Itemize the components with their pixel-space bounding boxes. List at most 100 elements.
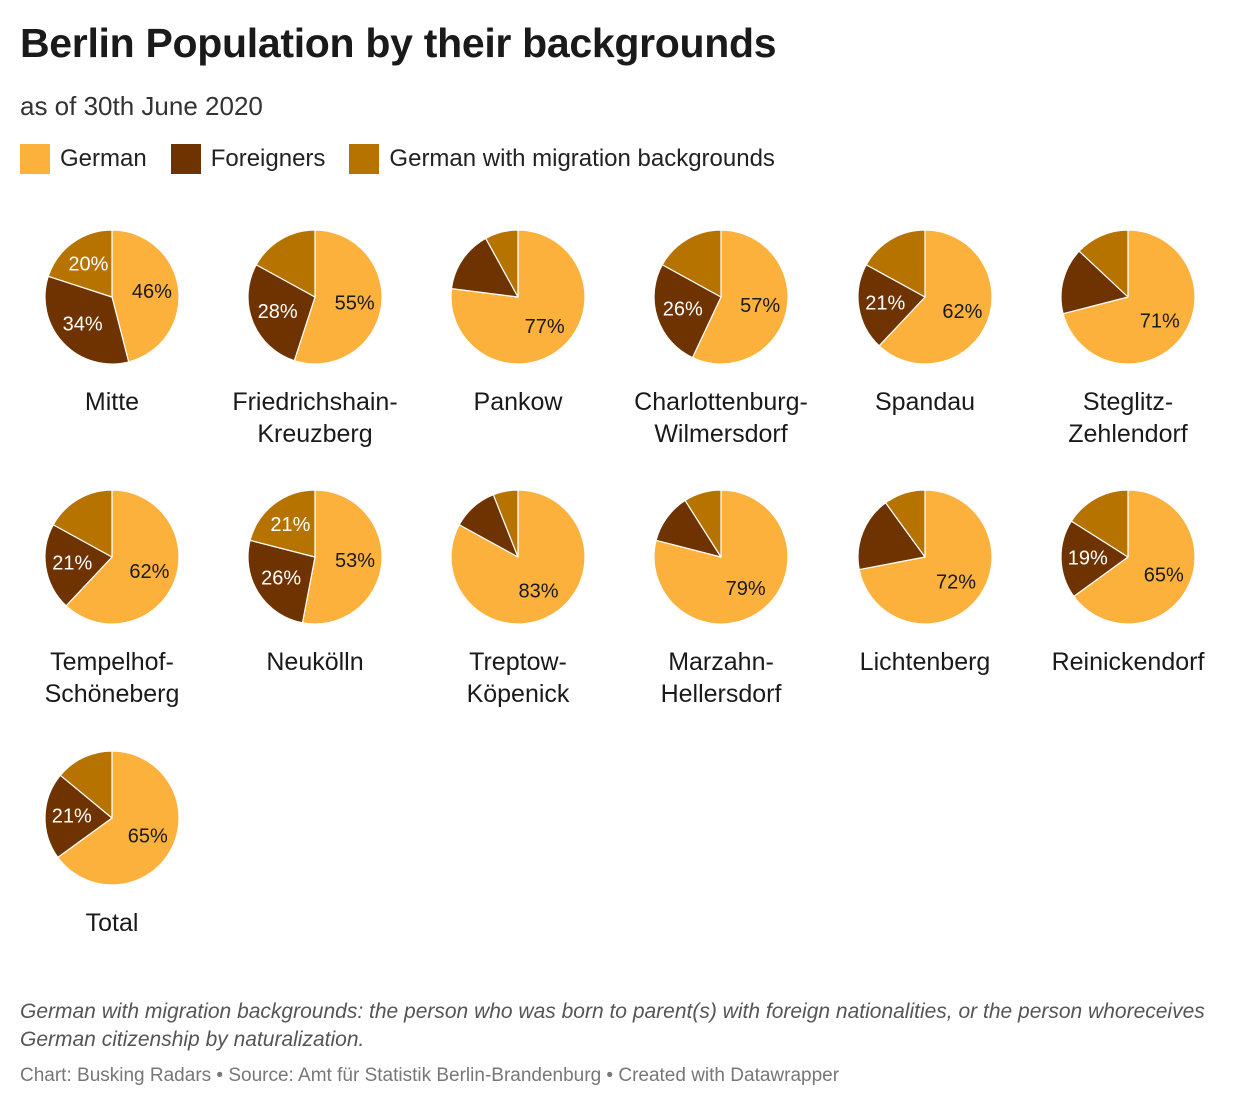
pie-label-mitte-german: 46% [132,281,172,303]
pie-lichtenberg: 72% Lichtenberg [857,489,993,676]
pie-slice-lichtenberg-foreigners [857,502,926,571]
pie-slice-spandau-german [878,229,993,365]
pie-slice-friedrichshain-kreuzberg-german [293,229,383,365]
pie-slice-mitte-foreigners [44,275,130,365]
pie-name-mitte: Mitte [85,388,139,416]
pie-neukolln: 53% 26% 21% Neukölln [247,489,383,676]
pie-slice-friedrichshain-kreuzberg-german-with-migration-backgrounds [255,229,316,298]
pie-name-treptow-kopenick-line-2: Köpenick [467,680,570,708]
pie-slice-tempelhof-schoneberg-foreigners [44,524,113,607]
pie-slice-steglitz-zehlendorf-german [1062,229,1196,365]
pie-slice-pankow-german-with-migration-backgrounds [485,229,519,298]
legend-item-foreigners: Foreigners [170,144,326,174]
pie-name-friedrichshain-kreuzberg-line-2: Kreuzberg [257,420,372,448]
legend-label-foreigners: Foreigners [210,145,326,172]
pie-label-pankow-german: 77% [525,316,565,338]
pie-name-total: Total [86,909,139,937]
pie-steglitz-zehlendorf: 71% Steglitz- Zehlendorf [1060,229,1196,448]
chart-title: Berlin Population by their backgrounds [20,20,777,66]
pie-label-friedrichshain-kreuzberg-german: 55% [335,292,375,314]
legend-swatch-foreigners [170,144,201,174]
pie-slice-neukolln-foreigners [247,539,316,624]
pie-label-total-german: 65% [128,825,168,847]
pie-name-steglitz-zehlendorf-line-1: Steglitz- [1083,388,1173,416]
pie-slice-mitte-german-with-migration-backgrounds [47,229,113,298]
pie-name-pankow: Pankow [474,388,564,416]
pie-slice-reinickendorf-german-with-migration-backgrounds [1070,489,1129,558]
pie-spandau: 62% 21% Spandau [857,229,993,416]
pie-label-treptow-kopenick-german: 83% [518,581,558,603]
pie-slice-tempelhof-schoneberg-german [65,489,180,625]
pie-slice-steglitz-zehlendorf-german-with-migration-backgrounds [1078,229,1129,298]
pie-marzahn-hellersdorf: 79% Marzahn- Hellersdorf [653,489,789,708]
pie-slice-pankow-german [450,229,586,365]
pie-label-friedrichshain-kreuzberg-foreigners: 28% [258,301,298,323]
pie-slice-friedrichshain-kreuzberg-foreigners [247,264,316,362]
pie-slice-spandau-foreigners [857,264,926,347]
pie-slice-treptow-kopenick-german [450,489,586,625]
legend-label-german: German [60,145,147,172]
pie-slice-steglitz-zehlendorf-foreigners [1060,250,1129,315]
pie-slice-lichtenberg-german-with-migration-backgrounds [885,489,926,558]
pie-slice-charlottenburg-wilmersdorf-german-with-migration-backgrounds [661,229,722,298]
pie-slice-mitte-german [111,229,180,363]
pie-label-charlottenburg-wilmersdorf-german: 57% [740,295,780,317]
pie-label-neukolln-foreigners: 26% [261,568,301,590]
pie-mitte: 46% 34% 20% Mitte [44,229,180,416]
pie-name-tempelhof-schoneberg-line-2: Schöneberg [45,680,180,708]
pie-label-marzahn-hellersdorf-german: 79% [726,578,766,600]
pie-slice-neukolln-german [301,489,383,625]
pie-total: 65% 21% Total [44,750,180,937]
pie-label-mitte-german-with-migration-backgrounds: 20% [68,254,108,276]
pie-slice-total-german [57,750,180,886]
pie-label-spandau-foreigners: 21% [865,292,905,314]
pie-slice-charlottenburg-wilmersdorf-german [691,229,789,365]
pie-name-reinickendorf: Reinickendorf [1052,648,1205,676]
legend-item-migration: German with migration backgrounds [349,144,775,174]
pie-name-neukolln: Neukölln [266,648,363,676]
pie-slice-marzahn-hellersdorf-german-with-migration-backgrounds [684,489,722,558]
pie-name-steglitz-zehlendorf-line-2: Zehlendorf [1068,420,1188,448]
pie-name-spandau: Spandau [875,388,975,416]
pie-treptow-kopenick: 83% Treptow- Köpenick [450,489,586,708]
pie-name-marzahn-hellersdorf-line-1: Marzahn- [668,648,774,676]
pie-slice-spandau-german-with-migration-backgrounds [865,229,926,298]
pie-friedrichshain-kreuzberg: 55% 28% Friedrichshain- Kreuzberg [232,229,398,448]
legend-swatch-migration [349,144,380,174]
pie-label-tempelhof-schoneberg-foreigners: 21% [52,552,92,574]
pie-pankow: 77% Pankow [450,229,586,416]
chart-subtitle: as of 30th June 2020 [20,91,263,121]
pie-name-friedrichshain-kreuzberg-line-1: Friedrichshain- [232,388,397,416]
pie-slice-neukolln-german-with-migration-backgrounds [249,489,316,558]
pie-slice-reinickendorf-foreigners [1060,520,1129,597]
pie-label-tempelhof-schoneberg-german: 62% [129,561,169,583]
pie-label-reinickendorf-foreigners: 19% [1068,547,1108,569]
pie-name-lichtenberg: Lichtenberg [860,648,991,676]
pie-label-spandau-german: 62% [942,301,982,323]
chart-source: Chart: Busking Radars • Source: Amt für … [20,1065,840,1086]
pie-name-marzahn-hellersdorf-line-2: Hellersdorf [661,680,782,708]
pie-slice-treptow-kopenick-german-with-migration-backgrounds [492,489,519,558]
chart-notes: German with migration backgrounds: the p… [20,1000,1205,1051]
pie-slice-reinickendorf-german [1073,489,1196,625]
pie-name-tempelhof-schoneberg-line-1: Tempelhof- [50,648,174,676]
legend: German Foreigners German with migration … [20,144,799,174]
pie-name-charlottenburg-wilmersdorf-line-1: Charlottenburg- [634,388,808,416]
pie-slice-total-german-with-migration-backgrounds [59,750,113,819]
pie-label-steglitz-zehlendorf-german: 71% [1140,311,1180,333]
pie-name-charlottenburg-wilmersdorf-line-2: Wilmersdorf [654,420,787,448]
pie-slice-total-foreigners [44,774,113,858]
legend-label-migration: German with migration backgrounds [389,145,775,172]
pie-slice-pankow-foreigners [450,237,519,298]
pie-label-lichtenberg-german: 72% [936,572,976,594]
pie-charlottenburg-wilmersdorf: 57% 26% Charlottenburg- Wilmersdorf [634,229,808,448]
pie-label-neukolln-german: 53% [335,550,375,572]
pie-name-treptow-kopenick-line-1: Treptow- [469,648,567,676]
pie-label-charlottenburg-wilmersdorf-foreigners: 26% [663,298,703,320]
pie-label-neukolln-german-with-migration-backgrounds: 21% [270,514,310,536]
pie-label-mitte-foreigners: 34% [63,314,103,336]
pie-tempelhof-schoneberg: 62% 21% Tempelhof- Schöneberg [44,489,180,708]
pie-reinickendorf: 65% 19% Reinickendorf [1052,489,1205,676]
pie-slice-tempelhof-schoneberg-german-with-migration-backgrounds [52,489,113,558]
